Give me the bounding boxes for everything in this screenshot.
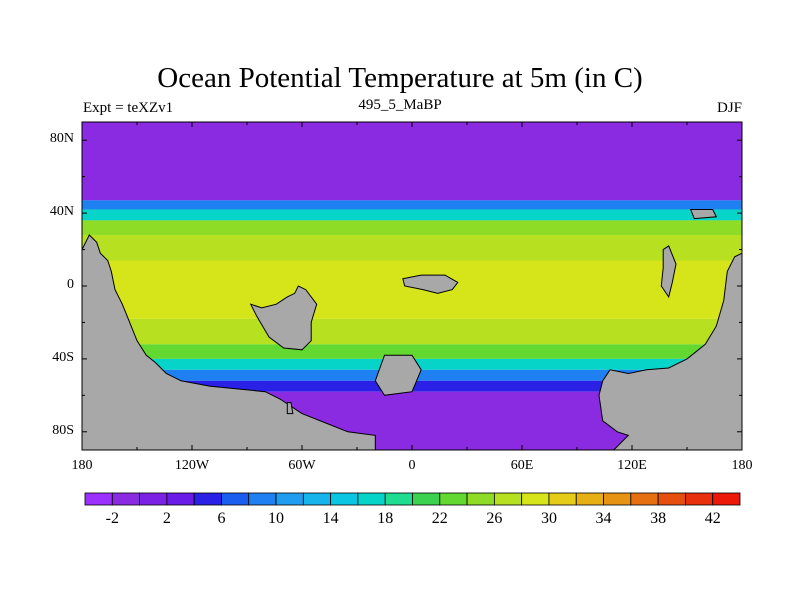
colorbar-cell [193,492,222,506]
colorbar-label: 22 [431,510,448,527]
colorbar-cell [630,492,659,506]
temperature-band-3 [82,220,742,235]
x-tick-label: 0 [408,458,416,473]
x-tick-label: 120W [174,458,210,473]
temperature-band-0 [82,122,742,201]
y-tick-label: 40N [49,204,74,220]
season-label: DJF [716,100,742,116]
colorbar-label: 2 [162,510,171,527]
colorbar-cell [302,492,332,506]
colorbar-cell [221,492,250,506]
colorbar-cell [603,492,632,506]
temperature-band-7 [82,344,742,359]
x-tick-label: 120E [617,458,647,473]
colorbar-cell [384,492,413,506]
colorbar-cell [248,492,277,506]
land-northeast-spot [689,209,718,220]
colorbar-cell [330,492,359,506]
colorbar-label: 26 [486,510,503,527]
land-africa-like-island [249,285,318,351]
temperature-band-5 [82,260,742,319]
colorbar-cell [139,492,168,506]
colorbar-cell [275,492,304,506]
y-tick-label: 80S [52,422,74,438]
colorbar-cell [412,492,441,506]
colorbar-label: 34 [595,510,612,527]
land-east-coast [598,252,742,450]
colorbar-cell [439,492,468,506]
colorbar-cell [575,492,604,506]
colorbar-cell [466,492,495,506]
colorbar-cell [493,492,523,506]
y-tick-label: 80N [49,131,74,147]
colorbar-label: 10 [268,510,285,527]
colorbar-label: 14 [322,510,339,527]
experiment-label: Expt = teXZv1 [83,100,174,116]
land-equatorial-island [402,274,459,294]
colorbar-cell [712,492,741,506]
temperature-band-1 [82,200,742,210]
colorbar-label: 18 [377,510,394,527]
colorbar-cell [521,492,550,506]
colorbar-label: 6 [217,510,226,527]
land-south-central-island [374,354,422,396]
y-tick-label: 0 [67,277,74,292]
colorbar-cell [84,492,113,506]
temperature-band-6 [82,318,742,345]
x-tick-label: 60W [288,458,316,473]
colorbar-cell [166,492,195,506]
colorbar-label: 42 [704,510,721,527]
y-tick-label: 40S [52,349,74,365]
land-eastern-islands [660,245,677,299]
colorbar-cell [685,492,714,506]
colorbar-label: -2 [105,510,119,527]
colorbar-cell [657,492,686,506]
land-southwest-spot [286,402,294,415]
x-tick-label: 180 [71,458,93,473]
chart-title: Ocean Potential Temperature at 5m (in C) [157,62,643,94]
period-label: 495_5_MaBP [358,97,442,113]
x-tick-label: 180 [731,458,753,473]
x-tick-label: 60E [510,458,534,473]
colorbar-cell [357,492,386,506]
temperature-band-2 [82,209,742,221]
temperature-band-4 [82,234,742,261]
colorbar-cell [548,492,577,506]
colorbar-label: 38 [650,510,667,527]
colorbar-label: 30 [540,510,557,527]
land-eastern-america [82,234,376,450]
colorbar-cell [111,492,140,506]
